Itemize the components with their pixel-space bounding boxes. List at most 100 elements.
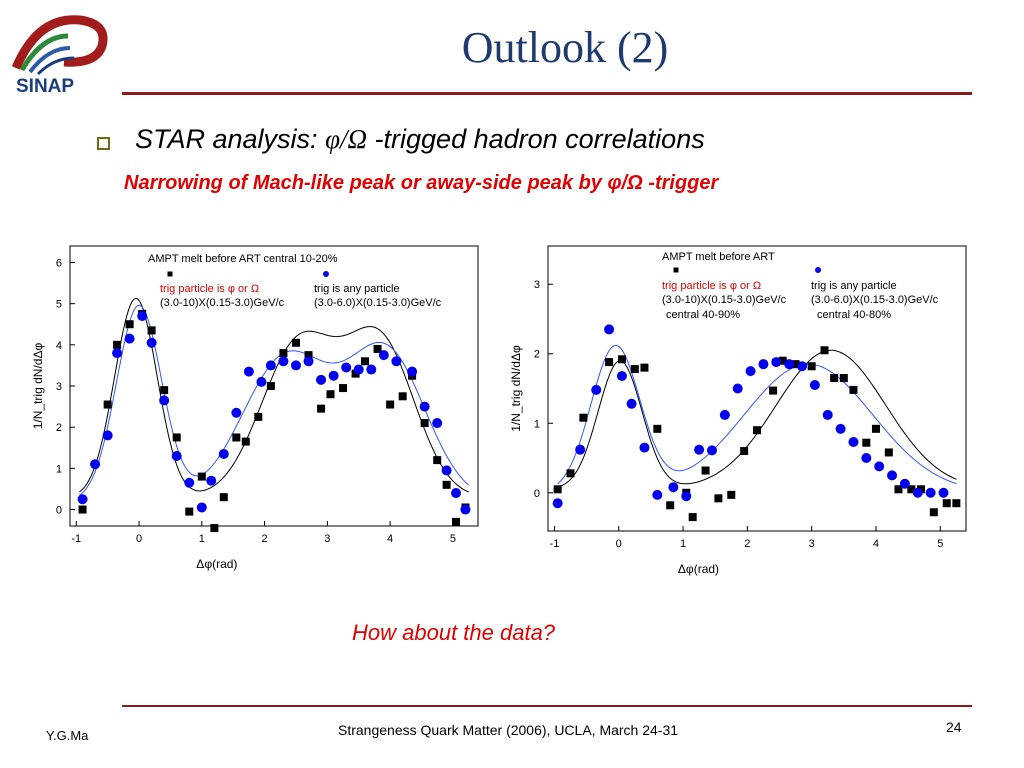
chart-title: AMPT melt before ART central 10-20%	[148, 253, 338, 265]
circle-point	[159, 395, 170, 406]
circle-point	[591, 384, 602, 395]
circle-point	[146, 337, 157, 348]
x-tick-label: -1	[550, 538, 560, 550]
square-point	[113, 340, 122, 349]
square-point	[769, 386, 778, 395]
y-tick-label: 2	[534, 349, 540, 361]
circle-point	[835, 423, 846, 434]
legend-square-detail: (3.0-10)X(0.15-3.0)GeV/c	[160, 297, 285, 309]
circle-point	[938, 487, 949, 498]
circle-point	[124, 333, 135, 344]
square-point	[894, 485, 903, 494]
legend-circle-marker	[815, 267, 821, 273]
legend-square-name: trig particle is φ or Ω	[662, 280, 761, 292]
legend-circle-name: trig is any particle	[811, 280, 897, 292]
x-axis-label: Δφ(rad)	[196, 557, 237, 571]
y-axis-label: 1/N_trig dN/dΔφ	[31, 343, 45, 430]
y-tick-label: 2	[56, 422, 62, 434]
circle-point	[616, 370, 627, 381]
circle-point	[758, 359, 769, 370]
circle-point	[90, 459, 101, 470]
square-point	[125, 320, 134, 329]
footer-divider	[122, 705, 972, 707]
legend-square-detail: (3.0-10)X(0.15-3.0)GeV/c	[662, 294, 787, 306]
square-point	[830, 374, 839, 383]
square-point	[666, 501, 675, 510]
x-tick-label: 4	[873, 538, 879, 550]
y-tick-label: 0	[534, 488, 540, 500]
footer-conference: Strangeness Quark Matter (2006), UCLA, M…	[338, 722, 679, 738]
square-point	[820, 346, 829, 355]
circle-point	[797, 361, 808, 372]
circle-point	[552, 498, 563, 509]
square-point	[103, 400, 112, 409]
footer-author: Y.G.Ma	[46, 728, 89, 743]
x-tick-label: 0	[616, 538, 622, 550]
square-point	[232, 433, 241, 442]
square-point	[266, 382, 275, 390]
square-point	[210, 524, 219, 533]
square-point	[351, 369, 360, 378]
y-tick-label: 5	[56, 299, 62, 311]
square-point	[753, 426, 761, 435]
square-point	[553, 485, 562, 494]
square-point	[442, 480, 451, 489]
square-point	[219, 493, 228, 502]
fit-curve	[557, 344, 957, 485]
circle-point	[441, 465, 452, 476]
square-point	[172, 433, 181, 442]
square-point	[839, 374, 848, 383]
circle-point	[809, 380, 820, 391]
square-point	[807, 362, 816, 371]
square-point	[791, 360, 800, 369]
circle-point	[451, 488, 462, 499]
square-point	[929, 508, 938, 517]
circle-point	[668, 482, 679, 493]
circle-point	[681, 491, 692, 502]
x-tick-label: 2	[744, 538, 750, 550]
circle-point	[328, 370, 339, 381]
y-tick-label: 4	[56, 340, 62, 352]
square-point	[160, 386, 169, 395]
title-divider	[122, 92, 972, 95]
square-point	[339, 384, 348, 393]
square-point	[386, 400, 395, 409]
legend-square-marker	[167, 271, 173, 277]
circle-point	[171, 451, 182, 461]
circle-point	[822, 409, 833, 420]
legend-circle-name: trig is any particle	[314, 283, 400, 295]
bullet-symbol: φ/Ω	[325, 124, 368, 154]
square-point	[630, 365, 639, 374]
circle-point	[407, 366, 418, 377]
legend-circle-marker	[323, 271, 329, 277]
y-tick-label: 6	[56, 257, 62, 269]
circle-point	[353, 364, 364, 375]
circle-point	[848, 437, 859, 448]
square-bullet-icon	[97, 137, 110, 150]
square-point	[907, 485, 916, 494]
circle-point	[626, 398, 637, 409]
circle-point	[575, 444, 586, 455]
circle-point	[419, 401, 430, 412]
x-tick-label: 4	[387, 533, 393, 545]
x-axis-label: Δφ(rad)	[678, 562, 719, 576]
square-point	[373, 344, 382, 353]
legend-square-name: trig particle is φ or Ω	[160, 283, 259, 295]
circle-point	[861, 453, 872, 464]
square-point	[241, 437, 250, 446]
circle-point	[694, 444, 705, 455]
circle-point	[899, 478, 910, 489]
x-tick-label: 2	[262, 533, 268, 545]
circle-point	[745, 366, 756, 377]
square-point	[317, 404, 326, 413]
square-point	[884, 448, 893, 457]
highlight-subline: Narrowing of Mach-like peak or away-side…	[124, 172, 719, 194]
circle-point	[771, 357, 782, 368]
logo-text: SINAP	[16, 76, 74, 97]
circle-point	[278, 356, 289, 367]
y-axis-label: 1/N_trig dN/dΔφ	[509, 345, 523, 432]
circle-point	[366, 364, 377, 375]
slide-title: Outlook (2)	[461, 23, 669, 72]
square-point	[849, 385, 858, 394]
legend-square-marker	[673, 267, 679, 273]
